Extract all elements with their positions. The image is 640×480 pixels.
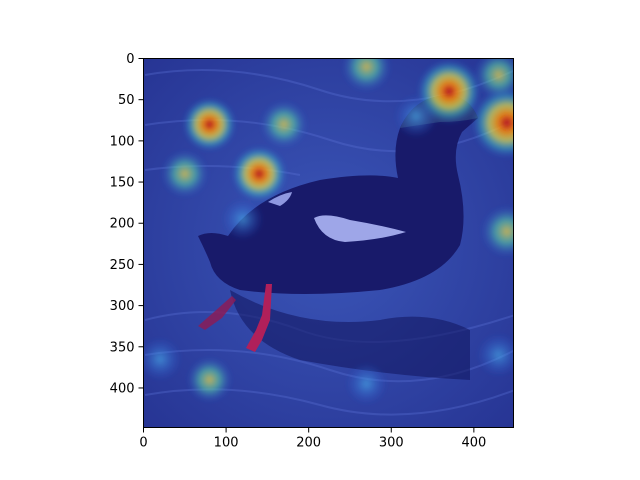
heatmap-hotspot [476, 333, 514, 377]
x-tick-label: 100 [214, 436, 239, 451]
plot-area [143, 58, 514, 428]
y-tick-label: 150 [110, 176, 135, 191]
y-axis: 0 50 100 150 200 250 300 350 400 [110, 52, 144, 396]
x-tick-label: 200 [296, 436, 321, 451]
heatmap-hotspot [470, 86, 514, 159]
duck-leg [246, 284, 272, 352]
heatmap-hotspot [260, 100, 308, 149]
x-axis: 0 100 200 300 400 [139, 427, 486, 451]
heatmap-hotspot [480, 205, 514, 258]
axes-frame [143, 58, 514, 428]
heatmap-hotspot [341, 58, 392, 92]
y-tick-label: 50 [118, 93, 135, 108]
heatmap-hotspot [394, 94, 438, 138]
heatmap-hotspot [230, 145, 288, 203]
x-tick-label: 0 [139, 436, 147, 451]
heatmap-hotspot [473, 58, 514, 100]
heatmap-hotspot [222, 198, 264, 240]
heatmap-hotspot [345, 363, 388, 405]
duck-reflection [230, 290, 470, 380]
duck-body [198, 95, 478, 294]
y-tick-label: 250 [110, 258, 135, 273]
heatmap-hotspot [186, 356, 233, 403]
heatmap-hotspot [160, 149, 209, 198]
duck-wing-patch [314, 215, 406, 242]
duck-leg-back [198, 296, 236, 330]
heatmap-hotspot [182, 97, 237, 152]
y-tick-label: 350 [110, 340, 135, 355]
duck-back-patch [268, 192, 292, 206]
heatmap-overlay [143, 58, 514, 405]
y-tick-label: 300 [110, 299, 135, 314]
y-tick-label: 100 [110, 134, 135, 149]
x-tick-label: 400 [461, 436, 486, 451]
y-tick-label: 400 [110, 381, 135, 396]
y-tick-label: 0 [126, 52, 134, 67]
x-tick-label: 300 [379, 436, 404, 451]
y-tick-label: 200 [110, 217, 135, 232]
heatmap-hotspot [143, 337, 182, 381]
